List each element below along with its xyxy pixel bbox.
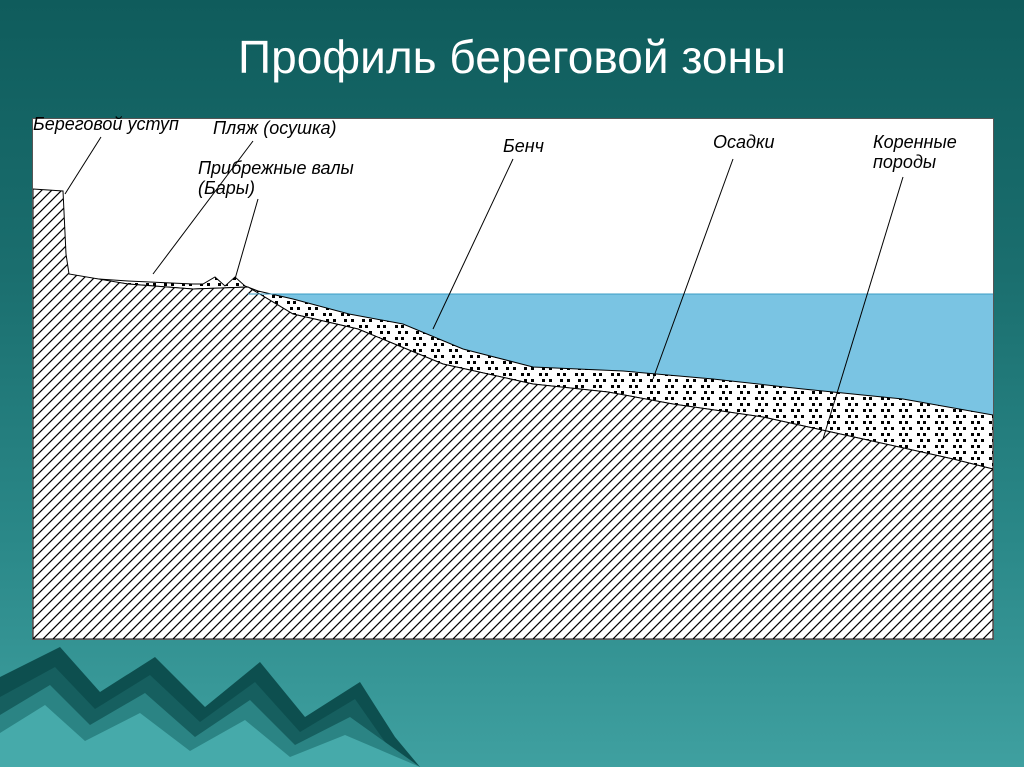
- label-bars: Прибрежные валы (Бары): [198, 159, 354, 199]
- diagram-svg: [33, 119, 993, 639]
- label-sediment: Осадки: [713, 133, 774, 153]
- slide-title: Профиль береговой зоны: [0, 0, 1024, 84]
- coastal-profile-diagram: Береговой уступ Пляж (осушка) Прибрежные в…: [32, 118, 994, 640]
- label-cliff: Береговой уступ: [33, 115, 179, 135]
- label-bench: Бенч: [503, 137, 544, 157]
- label-beach: Пляж (осушка): [213, 119, 336, 139]
- slide: Профиль береговой зоны Береговой уступ Пл…: [0, 0, 1024, 767]
- corner-decor: [0, 637, 420, 767]
- label-bedrock: Коренные породы: [873, 133, 957, 173]
